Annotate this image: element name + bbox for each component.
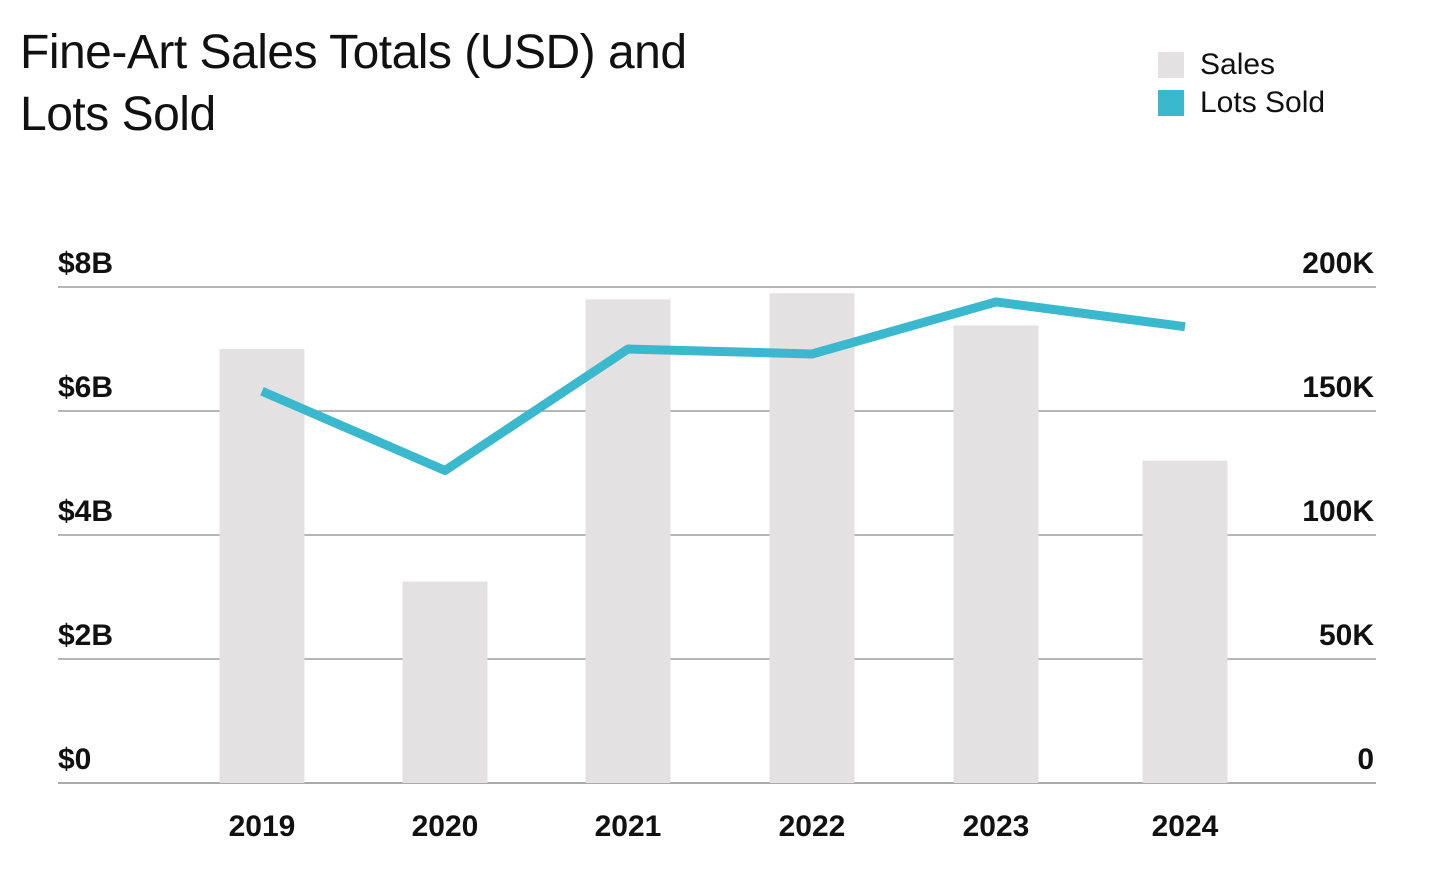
sales-bar-2022 xyxy=(769,293,855,783)
y-right-tick-label: 0 xyxy=(1357,743,1374,776)
y-left-tick-label: $8B xyxy=(58,247,113,280)
x-tick-label-2019: 2019 xyxy=(229,810,296,843)
sales-bar-2023 xyxy=(953,325,1039,783)
legend-swatch-sales xyxy=(1158,52,1184,78)
y-left-tick-label: $2B xyxy=(58,619,113,652)
y-right-tick-label: 150K xyxy=(1302,371,1374,404)
axis-labels: $0 $2B $4B $6B $8B 0 50K 100K 150K 200K 2019 2020 20… xyxy=(58,247,1374,843)
y-right-tick-label: 50K xyxy=(1319,619,1374,652)
x-tick-label-2020: 2020 xyxy=(412,810,479,843)
y-right-tick-label: 200K xyxy=(1302,247,1374,280)
legend-swatch-lots-sold xyxy=(1158,90,1184,116)
sales-bar-2024 xyxy=(1142,460,1228,783)
y-left-tick-label: $0 xyxy=(58,743,91,776)
legend-item-sales: Sales xyxy=(1158,46,1325,84)
chart-title: Fine-Art Sales Totals (USD) and Lots Sol… xyxy=(20,26,687,141)
legend-item-lots-sold: Lots Sold xyxy=(1158,84,1325,122)
sales-bar-2021 xyxy=(585,299,671,783)
sales-bars xyxy=(219,293,1228,783)
y-right-tick-label: 100K xyxy=(1302,495,1374,528)
lots-sold-line-group xyxy=(260,297,1186,475)
y-left-tick-label: $6B xyxy=(58,371,113,404)
sales-bar-2020 xyxy=(402,581,488,783)
legend-label-lots-sold: Lots Sold xyxy=(1200,86,1326,119)
x-tick-label-2022: 2022 xyxy=(779,810,846,843)
lots-sold-line xyxy=(260,297,1186,475)
x-tick-label-2024: 2024 xyxy=(1152,810,1219,843)
x-tick-label-2021: 2021 xyxy=(595,810,662,843)
x-tick-label-2023: 2023 xyxy=(963,810,1030,843)
legend: Sales Lots Sold xyxy=(1158,46,1325,122)
y-left-tick-label: $4B xyxy=(58,495,113,528)
legend-label-sales: Sales xyxy=(1200,48,1276,81)
sales-bar-2019 xyxy=(219,349,305,783)
